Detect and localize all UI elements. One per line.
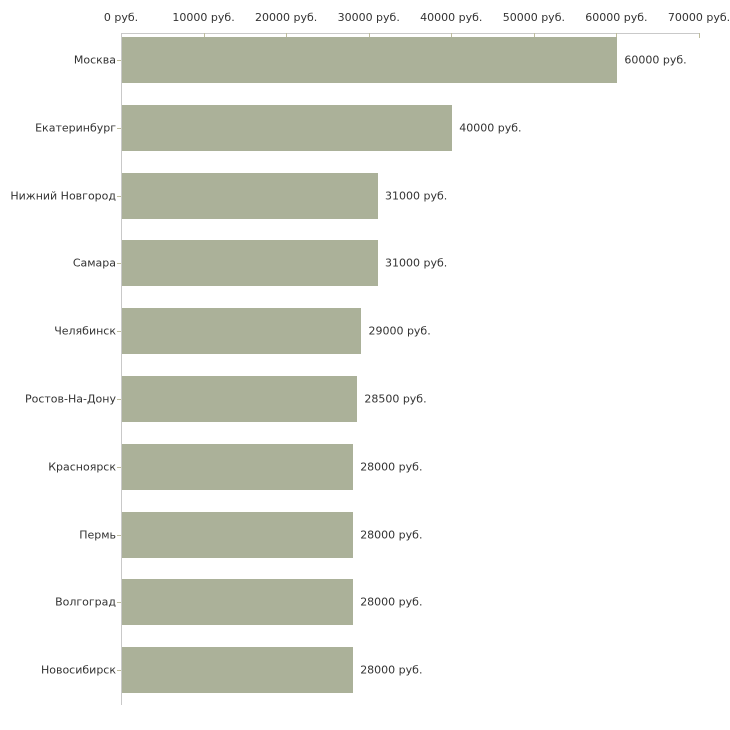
x-tick-label: 0 руб. xyxy=(103,11,139,24)
y-axis-line xyxy=(121,33,122,705)
category-tick-mark xyxy=(117,399,121,400)
x-tick-mark xyxy=(368,33,370,38)
x-tick-mark xyxy=(616,33,618,38)
category-label: Красноярск xyxy=(48,460,116,474)
value-label: 40000 руб. xyxy=(459,121,522,135)
category-label: Екатеринбург xyxy=(35,121,116,135)
bar-7 xyxy=(122,511,354,558)
bar-0 xyxy=(122,37,618,83)
x-tick-mark xyxy=(286,33,288,38)
value-label: 28000 руб. xyxy=(360,595,423,609)
value-label: 31000 руб. xyxy=(384,256,448,270)
x-tick-label: 10000 руб. xyxy=(172,11,235,24)
x-tick-label: 70000 руб. xyxy=(667,11,730,24)
x-tick-mark xyxy=(699,33,700,38)
x-tick-mark xyxy=(451,33,453,38)
bar-3 xyxy=(122,240,378,287)
x-tick-mark xyxy=(203,33,205,38)
category-tick-mark xyxy=(117,466,121,468)
value-label: 28500 руб. xyxy=(364,392,427,406)
category-label: Нижний Новгород xyxy=(10,189,116,203)
category-tick-mark xyxy=(117,195,121,197)
x-axis-line xyxy=(121,33,699,34)
value-label: 28000 руб. xyxy=(360,663,423,677)
category-tick-mark xyxy=(117,534,121,536)
category-tick-mark xyxy=(117,127,121,129)
x-tick-mark xyxy=(533,33,535,38)
x-tick-label: 50000 руб. xyxy=(502,11,565,24)
value-label: 28000 руб. xyxy=(360,528,423,542)
bar-2 xyxy=(122,172,378,219)
category-label: Новосибирск xyxy=(40,663,116,677)
category-tick-mark xyxy=(117,263,121,265)
category-tick-mark xyxy=(117,331,121,333)
category-tick-mark xyxy=(117,60,121,61)
category-label: Волгоград xyxy=(55,595,116,609)
category-tick-mark xyxy=(117,670,121,672)
category-label: Самара xyxy=(72,256,116,270)
bar-5 xyxy=(122,376,358,422)
x-tick-label: 40000 руб. xyxy=(420,11,483,24)
bar-6 xyxy=(122,443,354,490)
bar-4 xyxy=(122,308,362,355)
x-tick-label: 30000 руб. xyxy=(337,11,400,24)
value-label: 28000 руб. xyxy=(360,460,423,474)
value-label: 31000 руб. xyxy=(384,189,448,203)
x-tick-label: 20000 руб. xyxy=(255,11,318,24)
x-tick-label: 60000 руб. xyxy=(585,11,648,24)
category-label: Челябинск xyxy=(54,324,116,338)
category-tick-mark xyxy=(117,602,121,604)
value-label: 29000 руб. xyxy=(368,324,431,338)
bar-9 xyxy=(122,647,354,694)
value-label: 60000 руб. xyxy=(624,53,687,67)
bar-8 xyxy=(122,579,354,626)
bar-1 xyxy=(122,104,453,151)
category-label: Москва xyxy=(73,53,116,67)
category-label: Ростов-На-Дону xyxy=(24,392,116,406)
category-label: Пермь xyxy=(79,528,116,542)
